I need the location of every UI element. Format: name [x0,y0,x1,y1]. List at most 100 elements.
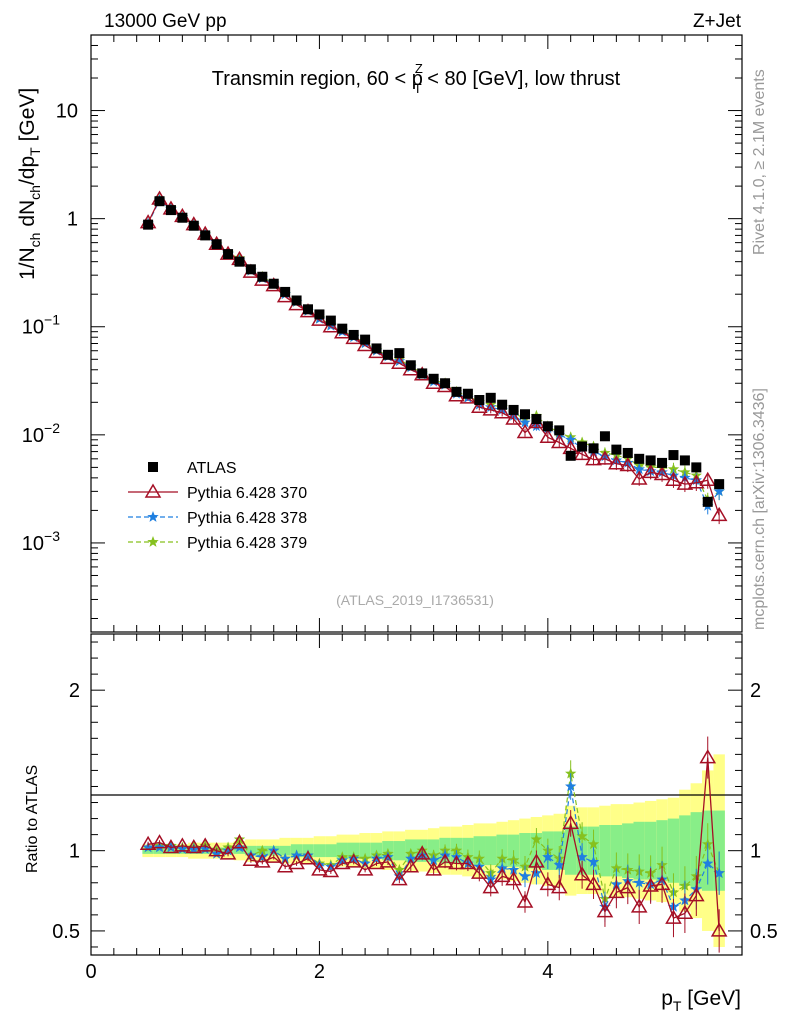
data-point-atlas [382,349,393,360]
x-tick-label: 4 [542,961,553,983]
ratio-point-p370 [276,858,294,873]
data-point-p378 [519,416,531,428]
data-point-p370 [665,471,682,487]
ratio-point-p370 [265,848,283,863]
ratio-point-p370 [322,863,340,878]
ratio-point-p370 [311,861,328,876]
data-point-atlas [714,479,725,490]
ratio-point-p379 [496,852,508,864]
band-inner [564,826,577,875]
ratio-series-p370 [139,736,728,953]
band-inner [713,810,725,891]
data-point-p370 [676,475,694,490]
data-point-p370 [322,318,340,333]
ratio-point-p370 [608,883,625,899]
ratio-point-p378 [222,844,234,856]
ratio-point-p370 [596,903,614,918]
data-point-atlas [634,453,645,464]
data-point-atlas [668,450,679,461]
ratio-point-p370 [528,853,545,868]
legend-label: Pythia 6.428 378 [187,510,307,527]
main-series-atlas [143,196,725,507]
ratio-point-p378 [176,843,189,854]
data-point-atlas [440,378,451,389]
ratio-point-p378 [382,851,394,862]
main-plot-frame [90,34,743,633]
data-point-atlas [691,462,702,473]
data-point-p370 [539,428,557,444]
data-point-atlas [520,409,530,420]
ratio-y-tick-label-right: 2 [750,680,761,702]
ratio-point-p379 [507,854,520,866]
ratio-point-p370 [208,842,225,857]
ratio-point-p370 [448,855,465,870]
ratio-point-p370 [413,845,431,860]
x-axis-label: pT [GeV] [661,987,741,1014]
data-point-atlas [451,386,462,397]
ratio-y-tick-label: 0.5 [52,921,80,943]
x-tick-label: 0 [85,961,96,983]
band-inner [485,836,497,866]
mcplots-label: mcplots.cern.ch [arXiv:1306.3436] [751,388,768,630]
ratio-axis-ticks: 2 21 10.5 0.50 2 4 [52,634,778,983]
band-inner [519,833,531,869]
x-tick-label: 2 [314,961,325,983]
ratio-point-p370 [162,838,180,854]
data-point-atlas [245,264,256,275]
data-point-atlas [622,447,633,458]
ratio-point-p378 [142,841,154,853]
ratio-point-p379 [565,767,577,779]
legend: ATLAS Pythia 6.428 370 Pythia 6.428 378 Pyt… [128,460,307,552]
ratio-y-axis-label: Ratio to ATLAS [24,765,41,873]
ratio-point-p378 [576,851,588,862]
legend-marker-atlas [148,462,158,472]
legend-entry-atlas: ATLAS [148,460,237,477]
data-point-atlas [303,304,313,315]
data-point-atlas [599,431,610,442]
ratio-point-p378 [256,851,268,862]
ratio-point-p370 [482,879,500,894]
legend-marker-p379 [147,536,159,547]
data-point-p379 [667,463,680,475]
data-point-atlas [485,392,496,403]
ratio-point-p370 [333,855,351,870]
ratio-point-p370 [402,858,420,873]
ratio-point-p379 [473,852,485,864]
ratio-point-p378 [633,876,645,888]
data-point-p370 [653,465,671,481]
data-point-atlas [200,230,211,241]
data-point-atlas [291,295,302,306]
ratio-point-p378 [313,859,326,870]
ratio-point-p370 [539,875,557,891]
data-point-atlas [394,348,405,359]
ratio-point-p370 [185,838,203,854]
ratio-point-p378 [348,852,360,864]
data-point-atlas [268,278,279,289]
data-point-p370 [471,398,488,413]
ratio-point-p370 [459,855,477,870]
ratio-point-p370 [688,887,705,902]
rivet-version-label: Rivet 4.1.0, ≥ 2.1M events [751,69,768,255]
data-point-atlas [257,271,268,282]
ratio-point-p379 [587,838,600,850]
data-point-atlas [577,441,588,452]
data-point-p378 [393,355,406,367]
band-inner [279,845,291,856]
data-point-p370 [699,471,717,487]
legend-label: Pythia 6.428 370 [187,485,307,502]
ratio-point-p370 [139,835,157,851]
band-inner [599,824,611,877]
data-point-p370 [550,433,568,449]
data-point-atlas [679,455,690,466]
legend-entry-p378: Pythia 6.428 378 [128,510,307,527]
ratio-y-tick-label-right: 1 [750,841,761,863]
data-point-atlas [657,457,668,468]
data-point-p378 [485,401,497,413]
data-point-atlas [497,399,508,410]
data-point-atlas [554,425,565,436]
data-point-p370 [585,451,602,466]
data-point-p378 [633,463,645,475]
ratio-point-p378 [210,847,223,859]
data-point-p370 [482,401,500,416]
data-point-atlas [325,315,336,326]
